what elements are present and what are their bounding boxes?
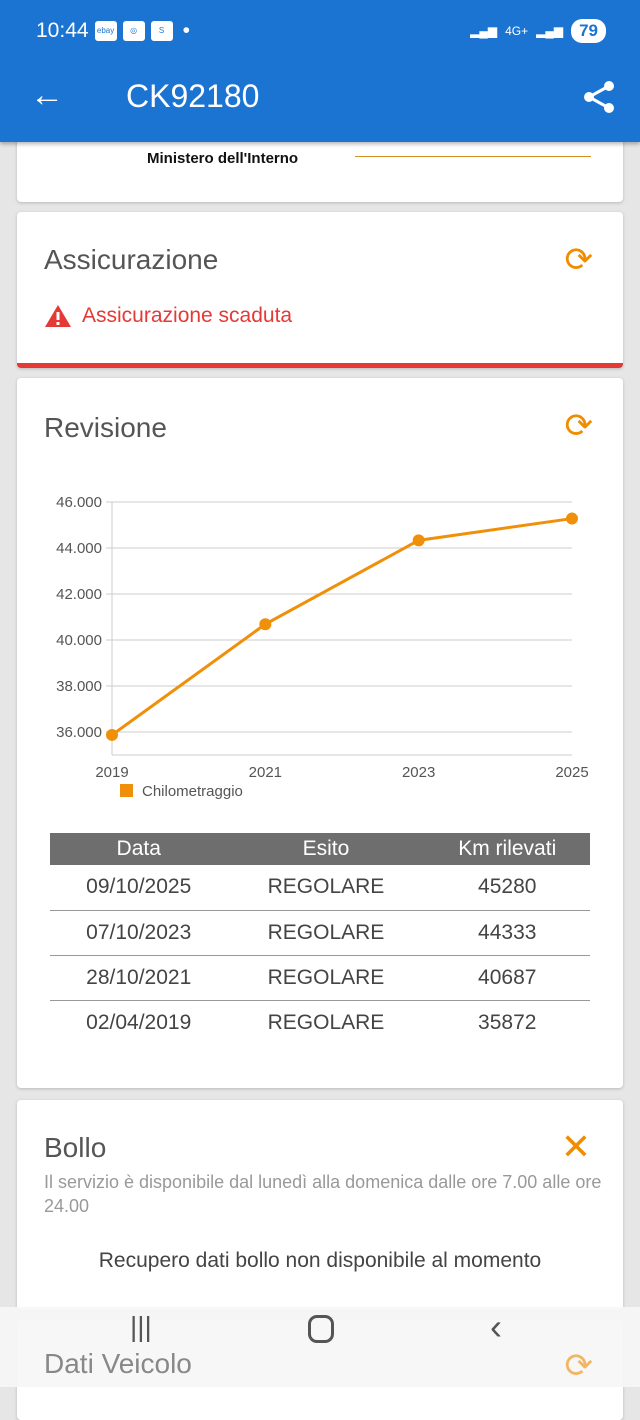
y-tick-label: 44.000 xyxy=(56,540,102,557)
series-line xyxy=(111,517,573,737)
table-cell: 45280 xyxy=(424,865,590,911)
battery-indicator: 79 xyxy=(571,19,606,43)
data-point xyxy=(412,534,425,547)
table-row: 28/10/2021 REGOLARE 40687 xyxy=(50,955,590,1001)
network-type: 4G+ xyxy=(505,24,529,38)
clock: 10:44 xyxy=(36,19,89,42)
refresh-icon[interactable]: ⟳ xyxy=(564,407,594,445)
x-tick-label: 2019 xyxy=(95,764,128,781)
bollo-message: Recupero dati bollo non disponibile al m… xyxy=(98,1249,542,1272)
table-cell: 28/10/2021 xyxy=(50,955,228,1001)
service-info: Il servizio è disponibile dal lunedì all… xyxy=(44,1172,602,1216)
app-notification-icon: S xyxy=(150,21,173,41)
column-header: Data xyxy=(50,833,228,865)
table-cell: 40687 xyxy=(424,955,590,1001)
table-cell: REGOLARE xyxy=(267,1010,385,1034)
system-nav-bar: ||| ‹ xyxy=(0,1307,640,1387)
signal-icon: ▂▄▆ xyxy=(470,24,498,38)
recent-apps-button[interactable]: ||| xyxy=(130,1311,152,1342)
column-header: Esito xyxy=(227,833,425,865)
data-point xyxy=(259,618,272,631)
card-title: Dati Veicolo xyxy=(44,1348,192,1379)
home-button[interactable] xyxy=(308,1315,334,1343)
y-tick-label: 40.000 xyxy=(56,632,102,649)
table-cell: 02/04/2019 xyxy=(86,1010,192,1034)
table-cell: 07/10/2023 xyxy=(50,910,228,956)
signal-icon-2: ▂▄▆ xyxy=(536,24,564,38)
y-tick-label: 42.000 xyxy=(56,586,102,603)
card-title: Bollo xyxy=(44,1132,107,1163)
warning-text: Assicurazione scaduta xyxy=(82,304,293,327)
table-cell: REGOLARE xyxy=(227,955,425,1001)
insurance-warning: Assicurazione scaduta xyxy=(44,304,292,328)
divider xyxy=(355,156,591,157)
y-tick-label: 38.000 xyxy=(56,678,102,695)
data-point xyxy=(566,512,578,525)
refresh-icon[interactable]: ⟳ xyxy=(564,1347,594,1385)
table-cell: REGOLARE xyxy=(227,865,425,911)
back-arrow-icon[interactable]: ← xyxy=(30,76,64,114)
column-header: Km rilevati xyxy=(424,833,590,865)
app-bar: 10:44 ebay ◎ S • ▂▄▆ 4G+ ▂▄▆ 79 ← CK9218… xyxy=(0,0,640,142)
table-cell: 44333 xyxy=(424,910,590,956)
dot-icon: • xyxy=(182,19,190,42)
table-row: 07/10/2023 REGOLARE 44333 xyxy=(50,910,590,956)
status-bar: 10:44 ebay ◎ S • ▂▄▆ 4G+ ▂▄▆ 79 xyxy=(36,18,606,44)
refresh-icon[interactable]: ⟳ xyxy=(564,241,594,279)
revision-table: Data Esito Km rilevati 09/10/2025 REGOLAR… xyxy=(50,833,590,1045)
whatsapp-icon: ◎ xyxy=(122,21,145,41)
card-title: Revisione xyxy=(44,412,167,443)
ebay-icon: ebay xyxy=(94,21,117,41)
table-cell: 35872 xyxy=(478,1010,537,1034)
mileage-chart: 36.000 38.000 40.000 42.000 44.000 46.000 2019… xyxy=(56,494,589,800)
x-tick-label: 2025 xyxy=(555,764,588,781)
share-icon[interactable] xyxy=(582,80,616,114)
x-tick-label: 2021 xyxy=(249,764,282,781)
table-row: 09/10/2025 REGOLARE 45280 xyxy=(50,865,590,911)
table-row: 02/04/2019 REGOLARE 35872 xyxy=(50,1000,590,1045)
close-icon[interactable]: ✕ xyxy=(560,1126,591,1167)
ministero-logo-text: Ministero dell'Interno xyxy=(147,150,299,167)
card-title: Assicurazione xyxy=(44,244,219,275)
warning-icon xyxy=(45,305,71,327)
table-cell: REGOLARE xyxy=(227,910,425,956)
back-button[interactable]: ‹ xyxy=(490,1306,502,1347)
y-tick-label: 46.000 xyxy=(56,494,102,511)
legend-swatch xyxy=(120,784,133,797)
table-cell: 09/10/2025 xyxy=(50,865,228,911)
data-point xyxy=(106,728,118,741)
x-tick-label: 2023 xyxy=(402,764,435,781)
bollo-card: Bollo ✕ Il servizio è disponibile dal lu… xyxy=(17,1100,623,1310)
page-title: CK92180 xyxy=(126,78,260,114)
y-tick-label: 36.000 xyxy=(56,724,102,741)
assicurazione-card: Assicurazione ⟳ Assicurazione scaduta xyxy=(17,212,623,368)
revisione-card: Revisione ⟳ 36.000 38.000 40.000 42.000 44.0… xyxy=(17,378,623,1088)
legend-label: Chilometraggio xyxy=(142,783,243,800)
